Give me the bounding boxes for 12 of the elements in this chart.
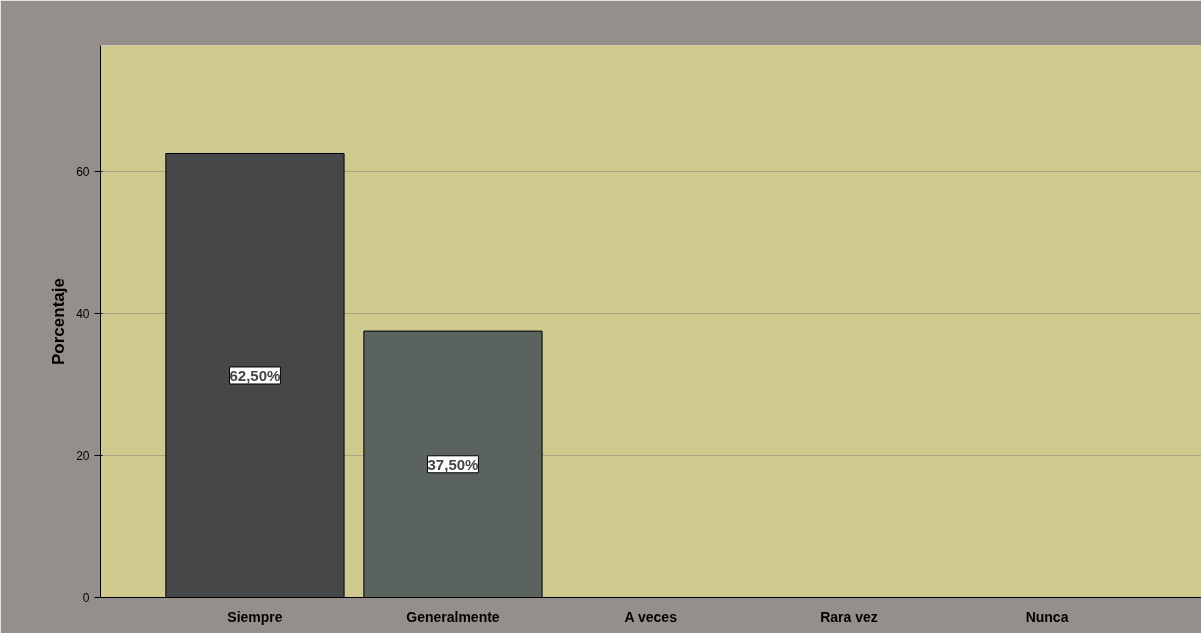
x-tick-label: Siempre bbox=[227, 608, 283, 625]
y-tick-label: 0 bbox=[82, 591, 90, 605]
y-axis-title: Porcentaje bbox=[49, 278, 69, 365]
x-tick-label: Nunca bbox=[1025, 608, 1069, 625]
x-tick-label: Rara vez bbox=[820, 608, 878, 625]
y-tick-label: 40 bbox=[76, 306, 90, 321]
data-label: 62,50% bbox=[229, 366, 281, 384]
y-tick-label: 60 bbox=[76, 164, 90, 179]
y-tick-label: 20 bbox=[76, 448, 90, 463]
data-label: 37,50% bbox=[427, 455, 479, 473]
x-tick-label: Generalmente bbox=[406, 608, 500, 625]
x-tick-label: A veces bbox=[624, 608, 678, 625]
